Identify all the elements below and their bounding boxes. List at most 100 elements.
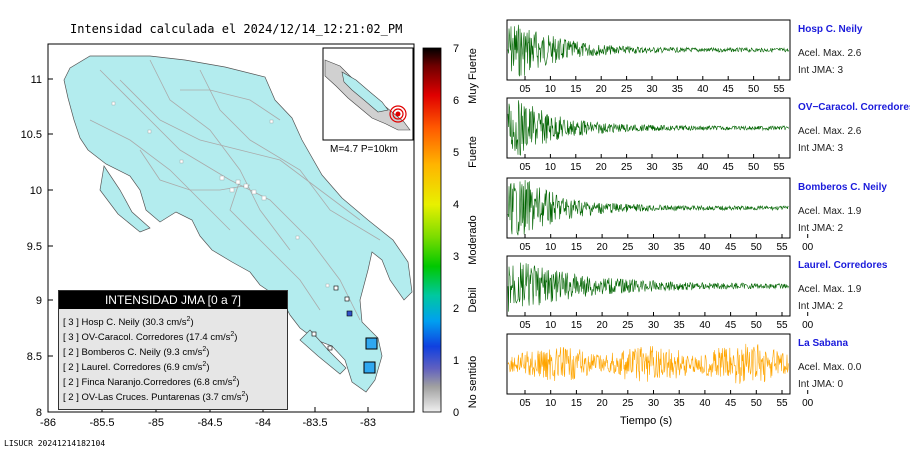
waveform-trace	[507, 180, 789, 236]
station-max-acceleration: Acel. Max. 1.9	[798, 206, 862, 217]
colorbar-number: 1	[453, 355, 459, 367]
legend-entry-text: Hosp C. Neily (30.3 cm/s	[81, 317, 187, 329]
legend-entry-unit-exponent: 2	[202, 361, 207, 368]
station-jma-intensity: Int JMA: 2	[798, 301, 844, 312]
waveform-trace	[507, 262, 789, 312]
waveform-tick-label: 45	[723, 84, 735, 95]
colorbar-numbers: 7 6 5 4 3 2 1 0	[453, 43, 459, 419]
map-y-tick-label: 8.5	[27, 351, 42, 363]
legend-entry: [ 2 ] OV-Las Cruces. Puntarenas (3.7 cm/…	[59, 387, 287, 404]
waveform-tick-label: 05	[519, 320, 531, 331]
colorbar-category-label: Moderado	[467, 215, 479, 265]
footer-id: LISUCR 20241214182104	[4, 439, 106, 448]
waveform-tick-label: 30	[648, 242, 660, 253]
waveform-panel: 05 10 15 20 25 30 35 40 45 50 55	[506, 97, 791, 173]
legend-entry-level: [ 2 ]	[63, 362, 82, 374]
legend-entry-level: [ 2 ]	[63, 377, 82, 389]
waveform-tick-label: 10	[545, 242, 557, 253]
colorbar-number: 7	[453, 43, 459, 55]
legend-entry-level: [ 2 ]	[63, 347, 82, 359]
waveform-tick-label: 55	[773, 162, 785, 173]
waveform-tick-label: 50	[751, 242, 763, 253]
waveform-tick-label: 35	[674, 242, 686, 253]
waveform-tick-label: 25	[622, 398, 634, 409]
waveform-tick-label: 40	[697, 162, 709, 173]
colorbar-number: 4	[453, 199, 459, 211]
legend-entry-level: [ 3 ]	[63, 317, 82, 329]
legend-entry-unit-exponent: 2	[186, 316, 191, 323]
map-y-tick-label: 9	[36, 295, 42, 307]
station-name: OV−Caracol. Corredores	[798, 102, 910, 113]
station-name: La Sabana	[798, 338, 849, 349]
waveform-tick-label: 45	[725, 320, 737, 331]
waveform-panel: 05 10 15 20 25 30 35 40 45 50 55 00	[506, 255, 814, 331]
waveform-panel: 05 10 15 20 25 30 35 40 45 50 55	[506, 19, 791, 95]
waveform-tick-label: 30	[646, 162, 658, 173]
legend-entry-close: )	[190, 317, 194, 329]
colorbar-category-label: No sentido	[467, 356, 479, 409]
legend-entry-close: )	[206, 362, 210, 374]
map-x-tick-label: -86	[40, 417, 56, 429]
waveform-tick-label: 30	[648, 398, 660, 409]
waveform-tick-label: 40	[699, 398, 711, 409]
station-jma-intensity: Int JMA: 0	[798, 379, 844, 390]
waveform-tick-label: 10	[545, 84, 557, 95]
waveform-tick-label: 20	[597, 398, 609, 409]
map-x-tick-label: -83	[360, 417, 376, 429]
legend-entry-text: Finca Naranjo.Corredores (6.8 cm/s	[81, 377, 233, 389]
waveform-tick-label: 50	[751, 320, 763, 331]
legend-entry-close: )	[245, 392, 249, 404]
waveform-tick-label: 20	[597, 242, 609, 253]
waveform-tick-label: 25	[621, 162, 633, 173]
legend-entry-close: )	[234, 332, 238, 344]
waveform-tick-label: 40	[699, 242, 711, 253]
intensity-legend: INTENSIDAD JMA [0 a 7] [ 3 ] Hosp C. Nei…	[58, 290, 288, 410]
waveform-tick-label: 05	[519, 398, 531, 409]
map-y-tick-label: 11	[31, 74, 42, 86]
waveform-tick-label: 20	[597, 320, 609, 331]
legend-entry-level: [ 2 ]	[63, 392, 82, 404]
waveform-tick-label: 30	[648, 320, 660, 331]
station-name: Bomberos C. Neily	[798, 182, 887, 193]
waveform-tick-label: 00	[802, 242, 814, 253]
station-jma-intensity: Int JMA: 2	[798, 223, 844, 234]
station-max-acceleration: Acel. Max. 2.6	[798, 126, 862, 137]
map-x-tick-label: -84	[255, 417, 271, 429]
intensity-colorbar	[422, 47, 442, 413]
waveform-tick-label: 05	[519, 242, 531, 253]
waveform-tick-label: 15	[571, 242, 583, 253]
waveform-panels: 05 10 15 20 25 30 35 40 45 50 55 05 10 15 20 25 30 35 40 45…	[506, 19, 814, 409]
waveform-tick-label: 30	[646, 84, 658, 95]
colorbar-number: 6	[453, 95, 459, 107]
legend-entry: [ 3 ] Hosp C. Neily (30.3 cm/s2)	[59, 312, 287, 329]
waveform-tick-label: 45	[723, 162, 735, 173]
legend-entry-text: OV-Las Cruces. Puntarenas (3.7 cm/s	[81, 392, 242, 404]
costa-rica-land	[63, 55, 413, 393]
colorbar-category-label: Muy Fuerte	[467, 48, 479, 104]
map-x-tick-label: -83.5	[302, 417, 327, 429]
station-jma-intensity: Int JMA: 3	[798, 65, 844, 76]
waveform-tick-label: 05	[519, 84, 531, 95]
waveform-tick-label: 20	[596, 84, 608, 95]
colorbar-category-label: Fuerte	[467, 136, 479, 168]
colorbar-category-label: Debil	[467, 287, 479, 312]
station-name: Laurel. Corredores	[798, 260, 888, 271]
station-max-acceleration: Acel. Max. 0.0	[798, 362, 862, 373]
station-name: Hosp C. Neily	[798, 24, 863, 35]
waveform-tick-label: 40	[697, 84, 709, 95]
waveform-x-axis-label: Tiempo (s)	[620, 415, 673, 427]
waveform-tick-label: 10	[545, 398, 557, 409]
map-y-ticks: 11 10.5 10 9.5 9 8.5 8	[21, 74, 53, 419]
map-y-tick-label: 9.5	[27, 241, 42, 253]
inset-map	[322, 47, 414, 141]
legend-entry-close: )	[236, 377, 240, 389]
colorbar-number: 2	[453, 303, 459, 315]
inset-magnitude-label: M=4.7 P=10km	[330, 144, 398, 155]
waveform-tick-label: 10	[545, 162, 557, 173]
legend-entry-unit-exponent: 2	[202, 346, 207, 353]
map-y-tick-label: 10	[30, 185, 42, 197]
waveform-trace	[507, 24, 789, 77]
station-markers	[311, 285, 378, 374]
waveform-tick-label: 20	[596, 162, 608, 173]
